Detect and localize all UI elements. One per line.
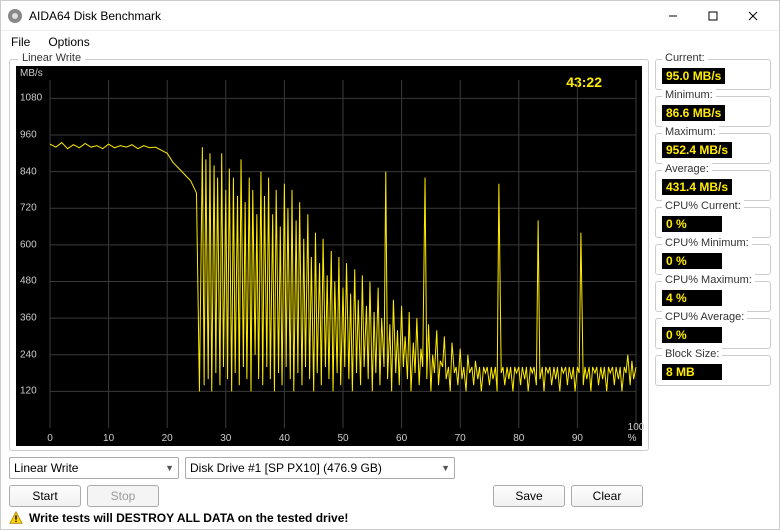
chevron-down-icon: ▼ bbox=[165, 463, 174, 473]
chart-svg bbox=[16, 66, 642, 446]
stat-maximum: Maximum:952.4 MB/s bbox=[655, 133, 771, 164]
stat-minimum-label: Minimum: bbox=[662, 89, 716, 101]
minimize-button[interactable] bbox=[653, 2, 693, 30]
y-tick-label: 720 bbox=[20, 203, 37, 214]
x-tick-label: 80 bbox=[513, 433, 524, 444]
stat-minimum-value: 86.6 MB/s bbox=[662, 105, 725, 121]
x-tick-label: 100 % bbox=[628, 422, 645, 444]
stat-cpu-maximum-label: CPU% Maximum: bbox=[662, 274, 755, 286]
x-tick-label: 10 bbox=[103, 433, 114, 444]
stat-cpu-average-label: CPU% Average: bbox=[662, 311, 747, 323]
stat-cpu-current: CPU% Current:0 % bbox=[655, 207, 771, 238]
menu-options[interactable]: Options bbox=[44, 33, 93, 51]
stat-cpu-maximum-value: 4 % bbox=[662, 290, 722, 306]
stat-block-size-label: Block Size: bbox=[662, 348, 722, 360]
x-tick-label: 20 bbox=[162, 433, 173, 444]
clear-button[interactable]: Clear bbox=[571, 485, 643, 507]
menu-file[interactable]: File bbox=[7, 33, 34, 51]
y-tick-label: 1080 bbox=[20, 93, 42, 104]
drive-value: Disk Drive #1 [SP PX10] (476.9 GB) bbox=[190, 461, 382, 475]
stat-maximum-label: Maximum: bbox=[662, 126, 719, 138]
window-title: AIDA64 Disk Benchmark bbox=[29, 9, 653, 23]
x-tick-label: 40 bbox=[279, 433, 290, 444]
y-tick-label: 600 bbox=[20, 239, 37, 250]
stat-current: Current:95.0 MB/s bbox=[655, 59, 771, 90]
y-tick-label: 360 bbox=[20, 313, 37, 324]
warning-icon bbox=[9, 511, 23, 525]
app-window: AIDA64 Disk Benchmark File Options Linea… bbox=[0, 0, 780, 530]
titlebar: AIDA64 Disk Benchmark bbox=[1, 1, 779, 31]
maximize-button[interactable] bbox=[693, 2, 733, 30]
y-tick-label: 480 bbox=[20, 276, 37, 287]
warning-text: Write tests will DESTROY ALL DATA on the… bbox=[29, 511, 348, 525]
stat-block-size-value: 8 MB bbox=[662, 364, 722, 380]
stat-cpu-current-label: CPU% Current: bbox=[662, 200, 744, 212]
y-tick-label: 240 bbox=[20, 349, 37, 360]
stat-maximum-value: 952.4 MB/s bbox=[662, 142, 732, 158]
save-button[interactable]: Save bbox=[493, 485, 565, 507]
chart-panel: Linear Write MB/s43:22120240360480600720… bbox=[9, 59, 649, 451]
stat-block-size: Block Size:8 MB bbox=[655, 355, 771, 386]
content-area: Linear Write MB/s43:22120240360480600720… bbox=[1, 53, 779, 529]
controls-row-buttons: Start Stop Save Clear bbox=[9, 485, 771, 507]
stat-minimum: Minimum:86.6 MB/s bbox=[655, 96, 771, 127]
stat-average: Average:431.4 MB/s bbox=[655, 170, 771, 201]
stat-current-value: 95.0 MB/s bbox=[662, 68, 725, 84]
chevron-down-icon: ▼ bbox=[441, 463, 450, 473]
app-icon bbox=[7, 8, 23, 24]
stat-current-label: Current: bbox=[662, 52, 708, 64]
x-tick-label: 0 bbox=[47, 433, 53, 444]
test-mode-value: Linear Write bbox=[14, 461, 78, 475]
stop-button[interactable]: Stop bbox=[87, 485, 159, 507]
close-button[interactable] bbox=[733, 2, 773, 30]
stat-cpu-average: CPU% Average:0 % bbox=[655, 318, 771, 349]
y-tick-label: 960 bbox=[20, 129, 37, 140]
menubar: File Options bbox=[1, 31, 779, 53]
stat-cpu-maximum: CPU% Maximum:4 % bbox=[655, 281, 771, 312]
stat-average-label: Average: bbox=[662, 163, 712, 175]
warning-row: Write tests will DESTROY ALL DATA on the… bbox=[9, 511, 771, 525]
stats-panel: Current:95.0 MB/s Minimum:86.6 MB/s Maxi… bbox=[655, 59, 771, 451]
controls-row-selects: Linear Write ▼ Disk Drive #1 [SP PX10] (4… bbox=[9, 457, 771, 479]
drive-select[interactable]: Disk Drive #1 [SP PX10] (476.9 GB) ▼ bbox=[185, 457, 455, 479]
stat-cpu-minimum-value: 0 % bbox=[662, 253, 722, 269]
stat-cpu-current-value: 0 % bbox=[662, 216, 722, 232]
chart-area: MB/s43:221202403604806007208409601080010… bbox=[16, 66, 642, 446]
stat-cpu-average-value: 0 % bbox=[662, 327, 722, 343]
x-tick-label: 90 bbox=[572, 433, 583, 444]
x-tick-label: 30 bbox=[220, 433, 231, 444]
x-tick-label: 50 bbox=[337, 433, 348, 444]
y-tick-label: 840 bbox=[20, 166, 37, 177]
start-button[interactable]: Start bbox=[9, 485, 81, 507]
x-tick-label: 70 bbox=[455, 433, 466, 444]
test-mode-select[interactable]: Linear Write ▼ bbox=[9, 457, 179, 479]
stat-cpu-minimum: CPU% Minimum:0 % bbox=[655, 244, 771, 275]
stat-cpu-minimum-label: CPU% Minimum: bbox=[662, 237, 752, 249]
chart-title: Linear Write bbox=[18, 52, 85, 64]
x-tick-label: 60 bbox=[396, 433, 407, 444]
y-tick-label: 120 bbox=[20, 386, 37, 397]
stat-average-value: 431.4 MB/s bbox=[662, 179, 732, 195]
